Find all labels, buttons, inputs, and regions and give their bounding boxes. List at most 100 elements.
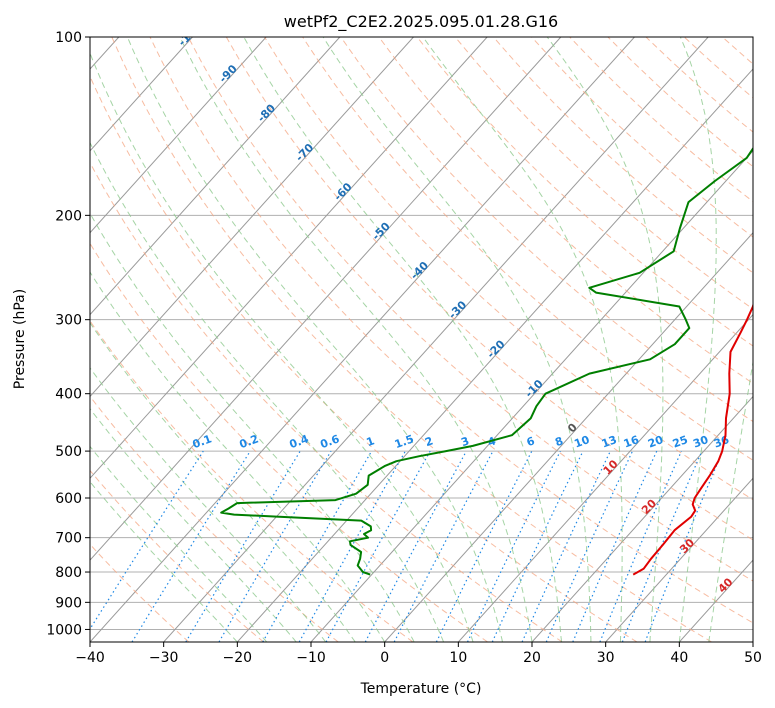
adiabat-label: -100: [176, 20, 205, 49]
isotherm-line: [90, 37, 193, 152]
mixing-ratio-line: [218, 450, 332, 642]
moist-adiabat-line: [90, 322, 356, 642]
mixing-ratio-line: [364, 450, 467, 642]
dry-adiabat-line: [111, 37, 712, 642]
moist-adiabat-line: [90, 51, 474, 642]
moist-adiabat-line: [126, 37, 503, 642]
moist-adiabat-line: [546, 37, 664, 642]
dewpoint-line: [220, 146, 753, 576]
background-lines: [90, 37, 753, 642]
chart-title: wetPf2_C2E2.2025.095.01.28.G16: [284, 12, 558, 32]
x-tick-label: 20: [523, 650, 541, 666]
isotherm-line: [90, 37, 341, 316]
mixing-ratio-label: 20: [646, 433, 665, 451]
iso-labels: 0.10.20.40.611.52346810131620253036-100-…: [176, 20, 736, 596]
temperature-line: [632, 302, 753, 576]
moist-adiabat-line: [422, 37, 623, 642]
mixing-ratio-label: 16: [622, 433, 641, 451]
isotherm-line: [236, 68, 753, 642]
x-tick-label: −40: [75, 650, 105, 666]
dry-adiabat-line: [90, 161, 563, 642]
dry-adiabat-line: [90, 395, 339, 642]
isotherm-line: [90, 37, 267, 234]
dry-adiabat-line: [90, 543, 190, 642]
mixing-ratio-label: 0.4: [288, 432, 311, 451]
mixing-ratio-label: 2: [423, 434, 435, 449]
y-tick-label: 600: [55, 491, 82, 507]
y-tick-label: 500: [55, 444, 82, 460]
mixing-ratio-line: [131, 450, 251, 642]
moist-adiabat-line: [90, 271, 386, 642]
mixing-ratio-label: 6: [525, 434, 537, 449]
y-tick-label: 100: [55, 30, 82, 46]
x-tick-label: −30: [149, 650, 179, 666]
isotherm-line: [90, 37, 488, 480]
dry-adiabat-line: [454, 37, 753, 310]
y-tick-label: 400: [55, 387, 82, 403]
moist-adiabat-line: [90, 367, 327, 642]
moist-adiabat-line: [90, 407, 297, 642]
mixing-ratio-label: 36: [712, 433, 731, 451]
y-tick-label: 200: [55, 208, 82, 224]
x-tick-label: 30: [597, 650, 615, 666]
isotherm-line: [90, 37, 635, 642]
moist-adiabat-line: [90, 481, 238, 642]
isotherm-line: [90, 37, 562, 561]
dry-adiabat-line: [90, 242, 488, 642]
y-tick-label: 1000: [46, 622, 82, 638]
series-lines: [220, 146, 753, 576]
isotherm-line: [605, 477, 753, 642]
x-axis-label: Temperature (°C): [360, 681, 482, 697]
isotherm-line: [384, 231, 753, 642]
x-tick-label: −20: [223, 650, 253, 666]
axes: −40 −30 −20 −10 0 10 20 30 40 5010020030040050060…: [46, 30, 762, 666]
y-tick-label: 700: [55, 531, 82, 547]
moist-adiabat-line: [708, 359, 753, 642]
mixing-ratio-label: 0.6: [318, 432, 341, 451]
x-tick-label: 10: [449, 650, 467, 666]
y-axis-label: Pressure (hPa): [12, 289, 28, 389]
x-tick-label: −10: [296, 650, 326, 666]
mixing-ratio-line: [90, 450, 204, 631]
x-tick-label: 0: [380, 650, 389, 666]
dry-adiabat-line: [90, 320, 414, 642]
mixing-ratio-label: 30: [691, 433, 710, 451]
isotherm-line: [531, 395, 753, 642]
y-tick-label: 900: [55, 595, 82, 611]
moist-adiabat-line: [90, 212, 415, 642]
dry-adiabat-line: [90, 469, 264, 642]
plot-background: [90, 37, 753, 642]
moist-adiabat-line: [322, 37, 592, 642]
mixing-ratio-label: 0.2: [238, 432, 261, 451]
mixing-ratio-label: 25: [671, 433, 690, 450]
moist-adiabat-line: [678, 37, 717, 642]
isotherm-line: [90, 37, 414, 398]
mixing-ratio-line: [325, 450, 431, 642]
moist-adiabat-line: [90, 445, 268, 642]
mixing-ratio-line: [491, 450, 584, 642]
mixing-ratio-label: 8: [553, 434, 565, 449]
plot-frame: [89, 36, 754, 643]
dry-adiabat-line: [416, 37, 753, 347]
x-tick-label: 50: [744, 650, 762, 666]
mixing-ratio-line: [185, 450, 301, 642]
dry-adiabat-line: [149, 37, 753, 624]
y-tick-label: 300: [55, 313, 82, 329]
x-tick-label: 40: [670, 650, 688, 666]
moist-adiabat-line: [243, 37, 562, 642]
mixing-ratio-label: 0.1: [191, 432, 214, 451]
mixing-ratio-label: 1: [365, 434, 377, 449]
moist-adiabat-line: [179, 37, 533, 642]
mixing-ratio-label: 1.5: [393, 432, 416, 451]
mixing-ratio-label: 4: [486, 434, 498, 449]
moist-adiabat-line: [90, 141, 445, 642]
mixing-ratio-line: [466, 450, 561, 642]
y-tick-label: 800: [55, 565, 82, 581]
mixing-ratio-line: [521, 450, 611, 642]
mixing-ratio-label: 13: [600, 433, 619, 450]
mixing-ratio-label: 10: [572, 433, 591, 451]
isotherm-line: [310, 150, 753, 642]
mixing-ratio-label: 3: [459, 434, 471, 449]
